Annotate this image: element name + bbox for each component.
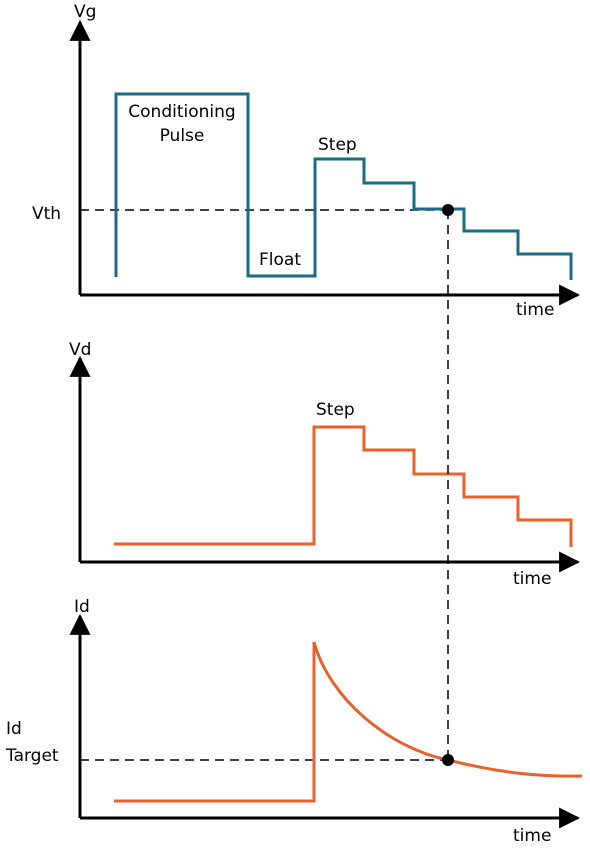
conditioning-pulse-label-line2: Pulse	[160, 126, 205, 146]
id-time-label: time	[513, 826, 551, 846]
vd-waveform	[114, 425, 573, 547]
id-target-label-line2: Target	[5, 746, 59, 766]
vg-step-label: Step	[318, 135, 357, 155]
vg-panel: Vg time Vth Conditioning Pulse Float Ste…	[32, 2, 581, 320]
vth-intersection-marker-icon	[442, 204, 454, 216]
vg-axis-label: Vg	[74, 2, 96, 22]
vd-axis-label: Vd	[69, 340, 91, 360]
float-label: Float	[259, 250, 301, 270]
vg-waveform	[114, 92, 573, 280]
vd-panel: Vd time Step	[69, 340, 581, 589]
id-waveform	[114, 641, 583, 803]
id-axis-label: Id	[74, 597, 90, 617]
vd-step-label: Step	[316, 400, 355, 420]
vth-label: Vth	[32, 204, 61, 224]
vd-time-label: time	[513, 569, 551, 589]
id-target-label-line1: Id	[6, 719, 22, 739]
vg-time-label: time	[516, 300, 554, 320]
id-target-intersection-marker-icon	[442, 754, 454, 766]
conditioning-pulse-label-line1: Conditioning	[128, 102, 235, 122]
id-panel: Id time Id Target	[5, 597, 583, 846]
